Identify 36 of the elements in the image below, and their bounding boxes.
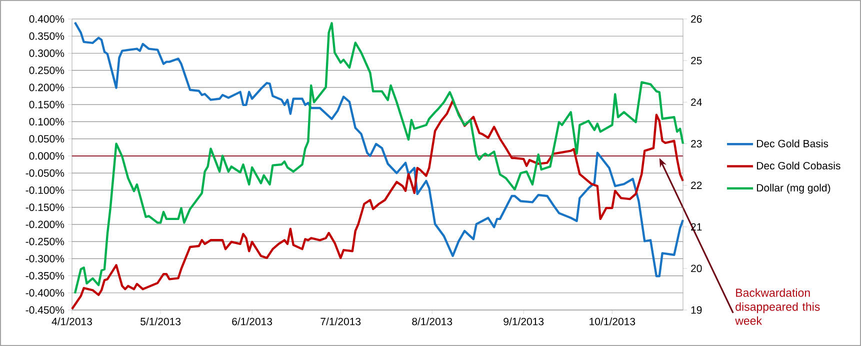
legend-label: Dec Gold Basis (756, 140, 828, 148)
y-tick-label: 0.050% (29, 135, 64, 143)
legend-label: Dollar (mg gold) (756, 184, 830, 194)
x-tick-label: 8/1/2013 (412, 318, 452, 326)
y2-tick-label: 20 (691, 264, 702, 272)
y2-tick-label: 25 (691, 56, 702, 64)
y2-tick-label: 19 (691, 306, 702, 314)
y-tick-label: 0.350% (29, 32, 64, 40)
legend-label: Dec Gold Cobasis (756, 162, 840, 170)
y-tick-label: 0.250% (29, 66, 64, 74)
annotation: Backwardation disappeared this week (735, 288, 820, 325)
y-tick-label: -0.250% (26, 238, 64, 246)
x-tick-label: 10/1/2013 (590, 318, 636, 326)
y2-tick-label: 22 (691, 182, 702, 189)
y-tick-label: 0.000% (29, 152, 64, 160)
y-tick-label: -0.200% (26, 220, 64, 228)
y-tick-label: -0.400% (26, 289, 64, 297)
y-tick-label: -0.350% (26, 272, 64, 280)
x-tick-label: 4/1/2013 (52, 318, 92, 326)
y-tick-label: 0.300% (29, 50, 64, 57)
y-tick-label: -0.150% (26, 204, 64, 212)
y-tick-label: 0.200% (29, 84, 64, 92)
x-tick-label: 6/1/2013 (232, 318, 272, 326)
y-tick-label: -0.450% (26, 306, 64, 314)
y2-tick-label: 23 (691, 140, 702, 148)
y-tick-label: -0.050% (26, 169, 64, 177)
y-tick-label: 0.100% (29, 118, 64, 126)
x-tick-label: 9/1/2013 (504, 318, 544, 326)
y2-tick-label: 24 (691, 98, 702, 106)
x-tick-label: 5/1/2013 (140, 318, 181, 326)
y2-tick-label: 26 (691, 15, 702, 23)
y-tick-label: -0.100% (26, 186, 64, 194)
y-tick-label: 0.400% (29, 15, 64, 23)
y-tick-label: -0.300% (26, 254, 64, 262)
y-tick-label: 0.150% (29, 100, 64, 108)
x-tick-label: 7/1/2013 (320, 318, 361, 326)
